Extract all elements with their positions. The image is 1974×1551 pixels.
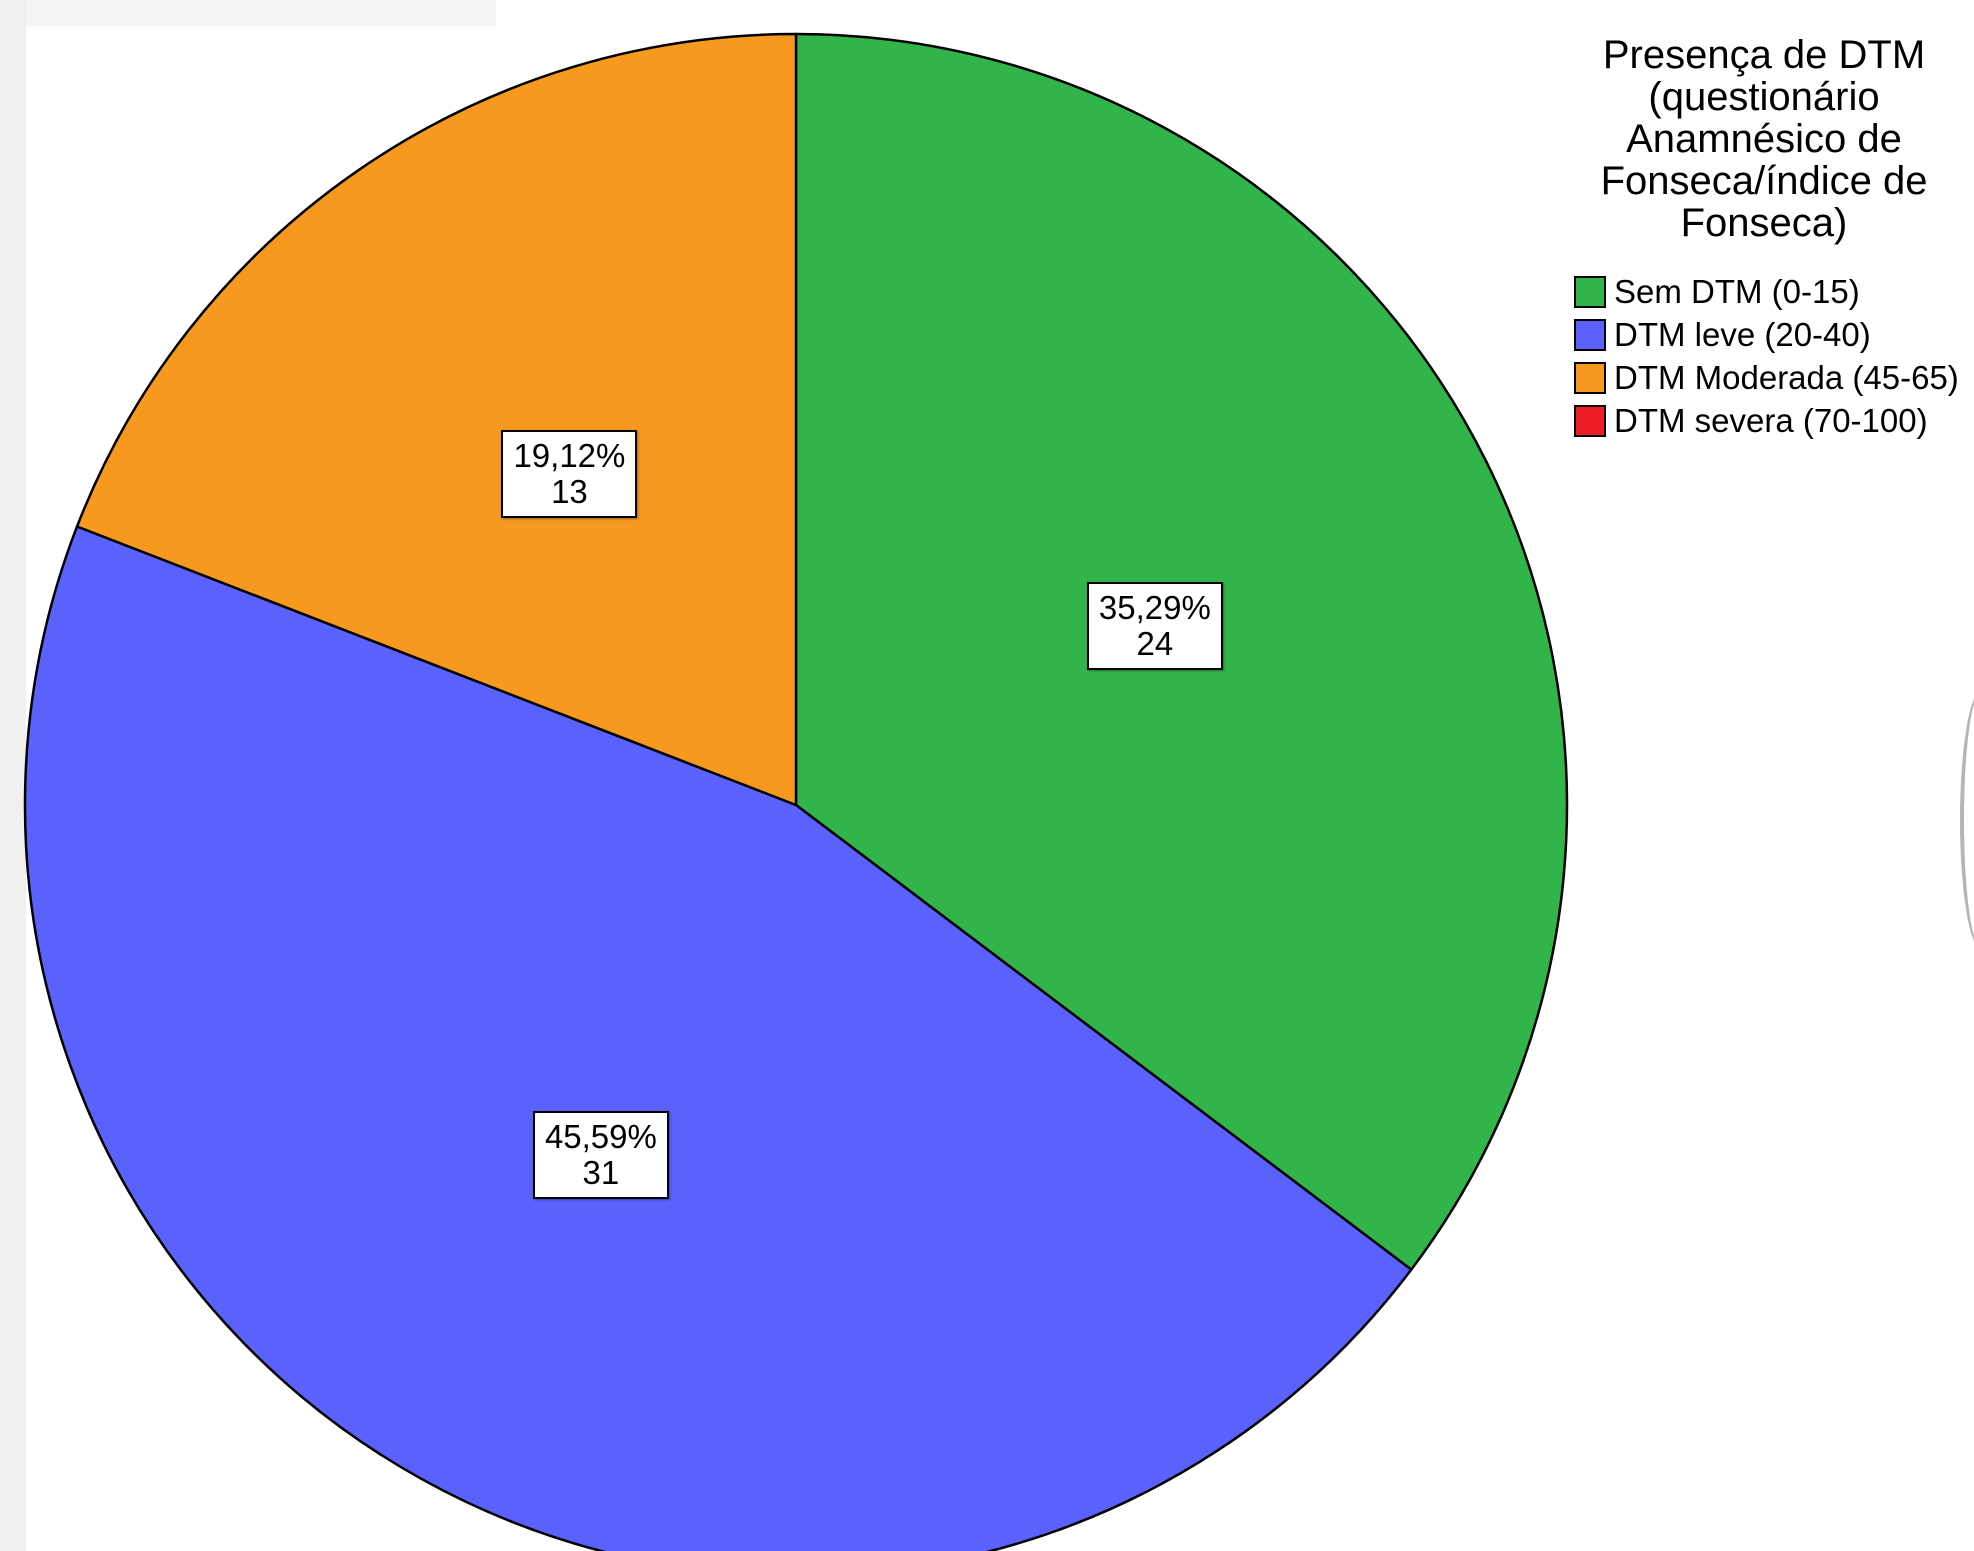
legend-swatch <box>1574 318 1606 351</box>
data-label-count: 13 <box>551 473 588 511</box>
legend-item-dtm-severa: DTM severa (70-100) <box>1574 399 1974 442</box>
legend-label: DTM leve (20-40) <box>1614 315 1871 353</box>
legend-label: Sem DTM (0-15) <box>1614 272 1860 310</box>
legend-list: Sem DTM (0-15) DTM leve (20-40) DTM Mode… <box>1574 270 1974 442</box>
data-label-count: 24 <box>1136 625 1174 663</box>
legend-label: DTM severa (70-100) <box>1614 401 1928 439</box>
data-label-dtm-leve-20-40: 45,59% 31 <box>532 1111 669 1200</box>
pie-slice-dtm-leve-20-40 <box>23 525 1413 1551</box>
legend: Presença de DTM (questionário Anamnésico… <box>1574 34 1974 454</box>
legend-title-line: Fonseca) <box>1680 201 1848 245</box>
neighbor-chart-edge <box>1960 690 1974 950</box>
data-label-count: 31 <box>582 1154 620 1192</box>
legend-swatch <box>1574 404 1606 437</box>
data-label-sem-dtm-0-15: 35,29% 24 <box>1086 582 1223 671</box>
legend-swatch <box>1574 361 1606 394</box>
pie-slice-dtm-moderada-45-65 <box>75 32 798 807</box>
left-margin-strip <box>0 0 26 1551</box>
data-label-percent: 19,12% <box>513 437 626 475</box>
data-label-percent: 35,29% <box>1098 589 1211 627</box>
legend-item-sem-dtm: Sem DTM (0-15) <box>1574 270 1974 313</box>
legend-label: DTM Moderada (45-65) <box>1614 358 1959 396</box>
legend-title-line: (questionário <box>1648 75 1880 119</box>
top-margin-strip <box>26 0 496 26</box>
legend-item-dtm-leve: DTM leve (20-40) <box>1574 313 1974 356</box>
legend-title: Presença de DTM (questionário Anamnésico… <box>1574 34 1954 244</box>
pie-slices <box>23 32 1569 1551</box>
legend-title-line: Fonseca/índice de <box>1600 159 1928 203</box>
legend-item-dtm-moderada: DTM Moderada (45-65) <box>1574 356 1974 399</box>
data-label-dtm-moderada-45-65: 19,12% 13 <box>501 430 638 519</box>
legend-title-line: Presença de DTM <box>1602 34 1926 77</box>
legend-title-line: Anamnésico de <box>1626 117 1902 161</box>
legend-swatch <box>1574 275 1606 308</box>
data-label-percent: 45,59% <box>544 1118 657 1156</box>
